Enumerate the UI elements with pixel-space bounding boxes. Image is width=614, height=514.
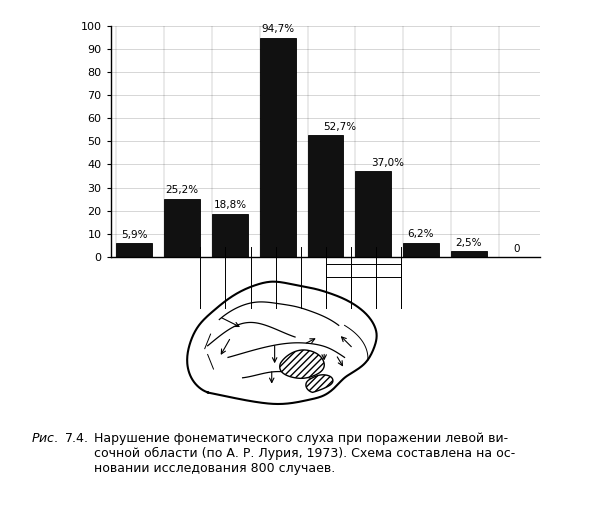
Text: 94,7%: 94,7% xyxy=(261,25,294,34)
Text: 5,9%: 5,9% xyxy=(121,230,147,240)
Bar xyxy=(403,243,439,257)
Bar xyxy=(117,243,152,257)
Bar xyxy=(451,251,486,257)
Polygon shape xyxy=(280,350,324,378)
Text: 37,0%: 37,0% xyxy=(371,158,404,168)
Bar xyxy=(356,171,391,257)
Text: 25,2%: 25,2% xyxy=(166,185,199,195)
Text: 18,8%: 18,8% xyxy=(213,200,246,210)
Text: Нарушение фонематического слуха при поражении левой ви-
сочной области (по А. Р.: Нарушение фонематического слуха при пора… xyxy=(95,432,516,475)
Bar xyxy=(260,38,295,257)
Text: 6,2%: 6,2% xyxy=(408,229,434,239)
Text: $\it{Рис.\ 7.4.}$: $\it{Рис.\ 7.4.}$ xyxy=(31,432,88,445)
Bar xyxy=(165,199,200,257)
Text: 2,5%: 2,5% xyxy=(456,238,482,248)
Text: 52,7%: 52,7% xyxy=(323,122,356,132)
Text: 0: 0 xyxy=(513,244,519,253)
Bar xyxy=(212,213,248,257)
Bar xyxy=(308,135,343,257)
Polygon shape xyxy=(306,375,333,392)
